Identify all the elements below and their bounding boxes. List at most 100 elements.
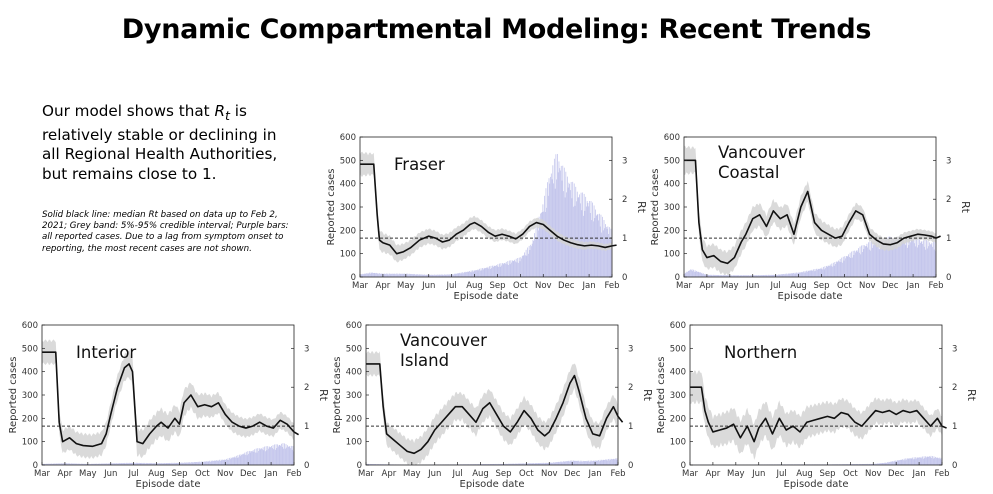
case-bar: [865, 463, 867, 465]
case-bar: [868, 249, 870, 277]
case-bar: [475, 270, 477, 277]
case-bar: [512, 463, 514, 465]
case-bar: [789, 273, 791, 277]
case-bar: [535, 226, 537, 277]
case-bar: [144, 462, 146, 465]
case-bar: [726, 275, 728, 277]
case-bar: [729, 275, 730, 277]
case-bar: [588, 206, 590, 277]
case-bar: [605, 459, 606, 465]
case-bar: [226, 459, 228, 465]
y-axis-label-right: Rt: [959, 201, 972, 214]
case-bar: [289, 446, 291, 465]
y-tick-label-right: 0: [952, 461, 957, 471]
case-bar: [841, 257, 843, 277]
case-bar: [929, 242, 930, 277]
case-bar: [238, 457, 240, 465]
case-bar: [734, 275, 736, 277]
case-bar: [235, 455, 237, 465]
case-bar: [89, 463, 91, 465]
case-bar: [774, 275, 775, 277]
case-bar: [248, 453, 249, 465]
case-bar: [827, 265, 829, 277]
case-bar: [43, 464, 45, 465]
case-bar: [182, 462, 184, 465]
case-bar: [361, 274, 363, 277]
case-bar: [529, 250, 531, 277]
case-bar: [887, 236, 889, 277]
case-bar: [121, 463, 123, 465]
case-bar: [742, 275, 744, 277]
case-bar: [525, 463, 527, 465]
case-bar: [489, 266, 490, 277]
case-bar: [482, 269, 484, 277]
case-bar: [467, 271, 469, 277]
case-bar: [405, 274, 406, 277]
case-bar: [606, 459, 608, 465]
case-bar: [138, 463, 140, 465]
case-bar: [871, 241, 872, 277]
case-bar: [286, 447, 288, 465]
case-bar: [128, 463, 130, 465]
case-bar: [263, 450, 265, 465]
case-bar: [151, 463, 153, 465]
case-bar: [712, 275, 714, 277]
y-tick-label-right: 2: [304, 383, 309, 393]
x-tick-label: Apr: [706, 469, 721, 479]
case-bar: [416, 274, 418, 277]
case-bar: [893, 461, 894, 465]
case-bar: [63, 463, 65, 465]
case-bar: [864, 464, 866, 465]
case-bar: [204, 461, 206, 465]
case-bar: [541, 212, 543, 277]
case-bar: [148, 463, 150, 465]
case-bar: [428, 274, 430, 277]
case-bar: [707, 274, 709, 277]
case-bar: [923, 246, 925, 277]
case-bar: [442, 274, 444, 277]
case-bar: [611, 458, 612, 465]
case-bar: [877, 239, 879, 277]
case-bar: [601, 459, 602, 465]
case-bar: [508, 463, 510, 465]
case-bar: [458, 273, 460, 277]
case-bar: [62, 463, 64, 465]
case-bar: [592, 202, 593, 277]
case-bar: [730, 275, 732, 277]
case-bar: [384, 273, 386, 277]
case-bar: [609, 239, 611, 277]
case-bar: [880, 463, 881, 465]
case-bar: [870, 463, 872, 465]
case-bar: [473, 271, 474, 277]
case-bar: [540, 463, 542, 465]
case-bar: [389, 274, 391, 277]
y-axis-label-right: Rt: [641, 389, 654, 402]
case-bar: [758, 275, 760, 277]
case-bar: [916, 458, 917, 465]
rt-median-line: [690, 386, 947, 443]
case-bar: [192, 462, 194, 465]
case-bar: [698, 271, 700, 277]
y-tick-label-left: 500: [346, 344, 362, 354]
case-bar: [560, 462, 562, 465]
case-bar: [506, 264, 508, 277]
case-bar: [391, 273, 393, 277]
case-bar: [469, 272, 471, 277]
case-bar: [216, 460, 218, 465]
case-bar: [477, 269, 479, 277]
case-bar: [881, 239, 882, 277]
case-bar: [79, 463, 81, 465]
case-bar: [793, 273, 795, 277]
case-bar: [175, 462, 177, 465]
case-bar: [168, 463, 169, 465]
case-bar: [798, 272, 800, 277]
case-bar: [69, 463, 71, 465]
x-tick-label: Dec: [558, 281, 575, 291]
case-bar: [104, 463, 106, 465]
case-bar: [542, 204, 544, 277]
case-bar: [602, 459, 604, 465]
case-bar: [733, 275, 735, 277]
case-bar: [527, 247, 529, 277]
case-bar: [855, 464, 857, 465]
case-bar: [476, 464, 478, 465]
